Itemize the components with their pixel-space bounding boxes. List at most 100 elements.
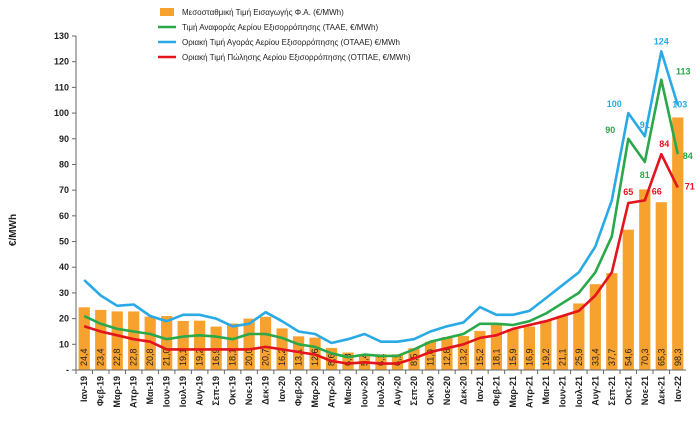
bar-value-label: 5,4 [360, 353, 370, 366]
bar-value-label: 20,7 [261, 348, 271, 366]
y-tick-label: 90 [59, 134, 69, 144]
line-otaae [83, 50, 680, 345]
line-value-label: 91 [640, 120, 650, 130]
bar-value-label: 98,3 [673, 348, 683, 366]
bar [161, 316, 173, 370]
legend: Μεσοσταθμική Τιμή Εισαγωγής Φ.Α. (€/MWh)… [158, 8, 411, 62]
line-series [83, 50, 680, 365]
bar-value-label: 33,4 [590, 348, 600, 366]
bar [259, 316, 272, 370]
bar-value-label: 21,1 [557, 348, 567, 366]
x-tick-label: Ιουλ-20 [376, 376, 386, 407]
bar [95, 309, 107, 370]
y-axis: - 10 20 30 40 50 60 70 80 90 100 110 120 130 [54, 31, 77, 375]
line-annotations: 90 81 113 84 100 91 124 103 65 66 84 71 [605, 36, 694, 197]
bar-series: 24,4 23,4 22,8 22,8 20,8 21,0 19,1 19,2 16,9 18,1… [78, 117, 684, 371]
x-tick-label: Φεβ-21 [491, 376, 501, 406]
line-value-label: 90 [605, 125, 615, 135]
legend-entry: Οριακή Τιμή Πώλησης Αερίου Εξισορρόπησης… [182, 53, 411, 62]
legend-entry: Μεσοσταθμική Τιμή Εισαγωγής Φ.Α. (€/MWh) [182, 8, 344, 17]
x-tick-label: Ιουν-20 [360, 376, 370, 407]
bar [441, 337, 453, 370]
x-tick-label: Μαι-21 [541, 376, 551, 405]
bar-value-label: 20,8 [145, 348, 155, 366]
bar [325, 347, 338, 370]
bar [589, 284, 601, 370]
x-tick-label: Ιουν-19 [162, 376, 172, 407]
bar-value-label: 16,9 [211, 348, 221, 366]
x-tick-label: Μαι-20 [343, 376, 353, 405]
bar [177, 320, 189, 370]
bar [227, 323, 239, 370]
x-tick-label: Ιαν-19 [79, 376, 89, 402]
y-tick-label: 40 [59, 262, 69, 272]
line-value-label: 84 [659, 139, 669, 149]
line-value-label: 113 [676, 67, 691, 77]
bar-value-label: 37,7 [607, 348, 617, 366]
bar-value-label: 16,9 [524, 348, 534, 366]
bar [606, 273, 618, 370]
bar-value-label: 12,8 [442, 348, 452, 366]
line-value-label: 81 [640, 170, 650, 180]
y-tick-label: 20 [59, 314, 69, 324]
bar-value-label: 19,2 [541, 348, 551, 366]
line-value-label: 65 [623, 187, 633, 197]
bar [556, 315, 568, 370]
bar-value-label: 21,0 [162, 348, 172, 366]
bar-value-label: 70,3 [640, 348, 650, 366]
y-tick-label: 50 [59, 237, 69, 247]
bar-value-label: 12,6 [310, 348, 320, 366]
line-otpae [83, 152, 679, 365]
bar-value-label: 13,2 [458, 348, 468, 366]
bar [523, 326, 535, 370]
x-tick-label: Αυγ-19 [195, 376, 205, 406]
line-taae [83, 78, 680, 359]
bar [573, 303, 585, 370]
y-tick-label: 120 [54, 57, 69, 67]
x-tick-label: Απρ-20 [327, 376, 337, 408]
bar-value-label: 13,1 [294, 348, 304, 366]
x-tick-label: Δεκ-19 [261, 376, 271, 405]
x-tick-label: Ιαν-20 [277, 376, 287, 402]
x-tick-label: Σεπ-20 [409, 376, 419, 406]
y-axis-label: €/MWh [8, 214, 19, 246]
bar [144, 316, 156, 370]
bar-value-label: 65,3 [656, 348, 666, 366]
bar-value-label: 15,2 [475, 348, 485, 366]
y-tick-label: 10 [59, 339, 69, 349]
y-tick-label: 130 [54, 31, 69, 41]
x-tick-label: Ιουλ-21 [574, 376, 584, 407]
x-tick-label: Ιουν-21 [557, 376, 567, 407]
bar [391, 354, 404, 370]
bar [672, 117, 684, 371]
bar [540, 320, 552, 370]
x-tick-label: Μαι-19 [145, 376, 155, 405]
y-tick-label: 80 [59, 159, 69, 169]
bar-value-label: 18,1 [228, 348, 238, 366]
line-value-label: 124 [654, 36, 669, 46]
bar-value-label: 18,1 [491, 348, 501, 366]
x-tick-label: Μαρ-20 [310, 376, 320, 408]
y-tick-label: 100 [54, 108, 69, 118]
x-tick-label: Απρ-19 [129, 376, 139, 408]
x-tick-label: Ιαν-22 [673, 376, 683, 402]
bar-value-label: 25,9 [574, 348, 584, 366]
bar-value-label: 54,6 [623, 348, 633, 366]
bar-value-label: 22,8 [112, 348, 122, 366]
bar-value-label: 11,0 [425, 349, 435, 366]
bar-value-label: 16,2 [277, 348, 287, 366]
bar [655, 202, 667, 370]
x-tick-label: Σεπ-21 [607, 376, 617, 406]
x-tick-label: Οκτ-20 [425, 376, 435, 405]
bar-value-label: 22,8 [129, 348, 139, 366]
x-tick-label: Οκτ-19 [228, 376, 238, 405]
y-tick-label: 110 [54, 82, 69, 92]
bar [490, 323, 503, 370]
x-tick-label: Απρ-21 [524, 376, 534, 408]
bar-value-label: 23,4 [96, 348, 106, 366]
x-tick-label: Νοε-20 [442, 376, 452, 405]
bar [243, 318, 255, 370]
bar [194, 320, 206, 370]
line-value-label: 103 [672, 99, 687, 109]
